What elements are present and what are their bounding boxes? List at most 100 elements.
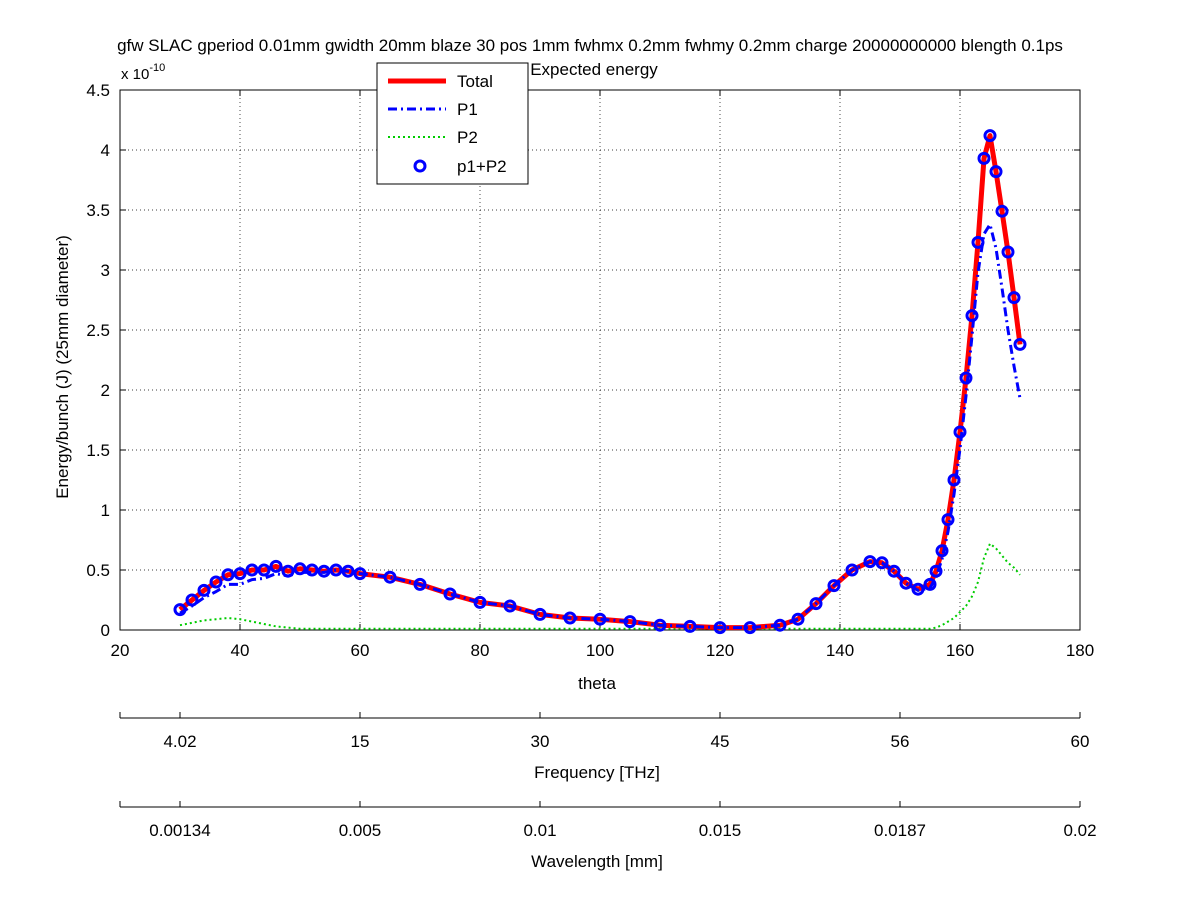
x-tick-label: 60	[351, 641, 370, 660]
data-point-p1p2	[983, 129, 997, 143]
x-tick-label: 160	[946, 641, 974, 660]
data-point-p1p2	[965, 309, 979, 323]
data-point-p1p2	[845, 563, 859, 577]
chart-title: gfw SLAC gperiod 0.01mm gwidth 20mm blaz…	[117, 36, 1063, 55]
data-point-p1p2	[935, 544, 949, 558]
data-point-p1p2	[743, 621, 757, 635]
data-point-p1p2	[923, 577, 937, 591]
y-tick-label: 0.5	[86, 561, 110, 580]
plot-area	[119, 89, 1081, 631]
data-point-p1p2	[863, 555, 877, 569]
data-point-p1p2	[353, 567, 367, 581]
data-point-p1p2	[245, 563, 259, 577]
data-point-p1p2	[959, 371, 973, 385]
y-tick-label: 2	[101, 381, 110, 400]
data-point-p1p2	[623, 615, 637, 629]
wavelength-tick-label: 0.015	[699, 821, 742, 840]
data-point-p1p2	[197, 583, 211, 597]
wavelength-axis-label: Wavelength [mm]	[531, 852, 663, 871]
x-tick-label: 40	[231, 641, 250, 660]
data-point-p1p2	[887, 564, 901, 578]
data-point-p1p2	[875, 556, 889, 570]
y-tick-label: 1	[101, 501, 110, 520]
y-tick-label: 3	[101, 261, 110, 280]
data-point-p1p2	[413, 577, 427, 591]
legend-swatch-p1p2	[413, 159, 427, 173]
data-point-p1p2	[329, 563, 343, 577]
wavelength-tick-label: 0.0187	[874, 821, 926, 840]
legend-box	[376, 62, 529, 185]
legend-label-p1: P1	[457, 100, 478, 119]
frequency-axis-label: Frequency [THz]	[534, 763, 660, 782]
wavelength-tick-label: 0.00134	[149, 821, 210, 840]
frequency-tick-label: 4.02	[163, 732, 196, 751]
x-tick-label: 20	[111, 641, 130, 660]
series-p1p2-markers	[173, 129, 1027, 635]
data-point-p1p2	[305, 563, 319, 577]
data-point-p1p2	[185, 593, 199, 607]
data-point-p1p2	[995, 204, 1009, 218]
legend-label-total: Total	[457, 72, 493, 91]
y-tick-label: 0	[101, 621, 110, 640]
y-tick-label: 3.5	[86, 201, 110, 220]
data-point-p1p2	[989, 165, 1003, 179]
data-point-p1p2	[473, 595, 487, 609]
data-point-p1p2	[911, 582, 925, 596]
wavelength-tick-label: 0.005	[339, 821, 382, 840]
data-point-p1p2	[941, 513, 955, 527]
data-point-p1p2	[1013, 337, 1027, 351]
data-point-p1p2	[503, 599, 517, 613]
grid	[120, 90, 1080, 630]
x-tick-label: 120	[706, 641, 734, 660]
wavelength-tick-label: 0.02	[1063, 821, 1096, 840]
legend-label-p2: P2	[457, 128, 478, 147]
data-point-p1p2	[683, 619, 697, 633]
data-point-p1p2	[443, 587, 457, 601]
frequency-tick-label: 15	[351, 732, 370, 751]
wavelength-axis: 0.00134 0.005 0.01 0.015 0.0187 0.02	[119, 801, 1097, 840]
data-point-p1p2	[953, 425, 967, 439]
wavelength-tick-label: 0.01	[523, 821, 556, 840]
data-point-p1p2	[1001, 245, 1015, 259]
data-point-p1p2	[593, 612, 607, 626]
data-point-p1p2	[221, 568, 235, 582]
data-point-p1p2	[713, 621, 727, 635]
data-point-p1p2	[947, 473, 961, 487]
x-tick-label: 100	[586, 641, 614, 660]
data-point-p1p2	[317, 564, 331, 578]
data-point-p1p2	[563, 611, 577, 625]
data-point-p1p2	[773, 618, 787, 632]
data-point-p1p2	[269, 559, 283, 573]
frequency-tick-label: 60	[1071, 732, 1090, 751]
legend: Total P1 P2 p1+P2	[376, 62, 529, 185]
data-point-p1p2	[653, 618, 667, 632]
data-point-p1p2	[533, 607, 547, 621]
legend-label-p1p2: p1+P2	[457, 157, 507, 176]
data-point-p1p2	[791, 612, 805, 626]
data-point-p1p2	[383, 570, 397, 584]
data-point-p1p2	[1007, 291, 1021, 305]
y-tick-label: 1.5	[86, 441, 110, 460]
data-point-p1p2	[341, 564, 355, 578]
y-tick-label: 2.5	[86, 321, 110, 340]
data-point-p1p2	[233, 567, 247, 581]
x-tick-label: 80	[471, 641, 490, 660]
y-multiplier-label: x 10-10	[121, 62, 165, 83]
data-point-p1p2	[281, 564, 295, 578]
axis-ticks: 20 40 60 80 100 120 140 160 180 0 0.5 1 1.5 2 2.5 3 3.5 4…	[86, 81, 1094, 660]
data-point-p1p2	[971, 235, 985, 249]
frequency-axis: 4.02 15 30 45 56 60	[119, 712, 1090, 751]
y-tick-label: 4.5	[86, 81, 110, 100]
frequency-tick-label: 56	[891, 732, 910, 751]
data-point-p1p2	[929, 564, 943, 578]
data-point-p1p2	[899, 576, 913, 590]
data-point-p1p2	[827, 579, 841, 593]
x-tick-label: 180	[1066, 641, 1094, 660]
data-point-p1p2	[293, 562, 307, 576]
frequency-tick-label: 30	[531, 732, 550, 751]
x-axis-label: theta	[578, 674, 616, 693]
y-tick-label: 4	[101, 141, 110, 160]
x-tick-label: 140	[826, 641, 854, 660]
y-axis-label: Energy/bunch (J) (25mm diameter)	[53, 235, 72, 499]
